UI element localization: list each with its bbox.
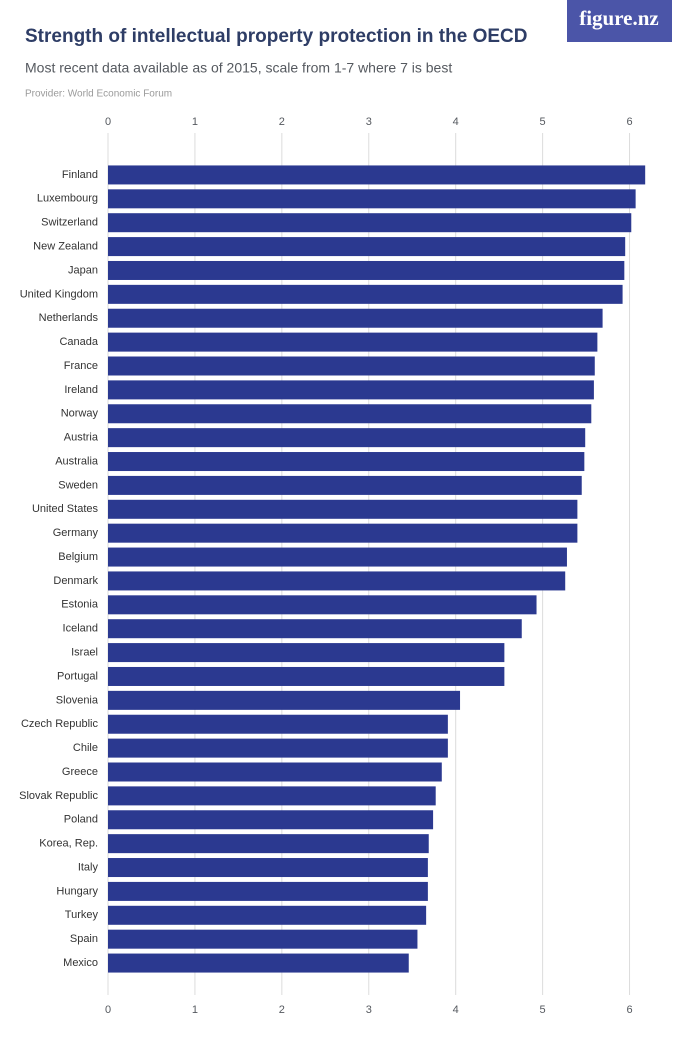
bar <box>108 380 594 400</box>
x-tick-label: 4 <box>453 116 459 128</box>
y-tick-label: United Kingdom <box>20 288 98 300</box>
bar <box>108 786 436 806</box>
bar <box>108 619 522 639</box>
y-tick-label: Estonia <box>61 599 99 611</box>
y-tick-label: Czech Republic <box>21 718 99 730</box>
y-tick-label: Iceland <box>63 623 98 635</box>
bar <box>108 260 625 280</box>
y-tick-label: Korea, Rep. <box>39 838 98 850</box>
bar <box>108 165 646 185</box>
bar <box>108 189 636 209</box>
bar <box>108 953 409 973</box>
x-tick-label: 1 <box>192 116 198 128</box>
bar <box>108 428 586 448</box>
x-tick-label: 4 <box>453 1004 459 1016</box>
bar <box>108 332 598 352</box>
bar <box>108 404 592 424</box>
bar <box>108 308 603 328</box>
bar <box>108 666 505 686</box>
y-tick-label: Australia <box>55 455 99 467</box>
y-tick-label: Netherlands <box>39 312 99 324</box>
y-tick-label: New Zealand <box>33 240 98 252</box>
y-tick-label: Denmark <box>53 575 98 587</box>
y-tick-label: Switzerland <box>41 217 98 229</box>
x-tick-label: 2 <box>279 116 285 128</box>
bar <box>108 547 567 567</box>
x-tick-label: 6 <box>626 1004 632 1016</box>
y-tick-label: Poland <box>64 814 98 826</box>
bar <box>108 738 448 758</box>
y-tick-label: Japan <box>68 264 98 276</box>
bar <box>108 237 626 257</box>
bar <box>108 690 461 710</box>
x-tick-label: 0 <box>105 1004 111 1016</box>
bar <box>108 643 505 663</box>
x-tick-label: 5 <box>540 116 546 128</box>
bar <box>108 834 429 854</box>
x-tick-label: 3 <box>366 1004 372 1016</box>
x-tick-label: 3 <box>366 116 372 128</box>
bar <box>108 523 578 543</box>
y-tick-label: Chile <box>73 742 98 754</box>
provider: Provider: World Economic Forum <box>25 89 172 100</box>
x-tick-label: 2 <box>279 1004 285 1016</box>
y-tick-label: Belgium <box>58 551 98 563</box>
bar <box>108 595 537 615</box>
bar <box>108 929 418 949</box>
y-tick-label: Greece <box>62 766 98 778</box>
bar <box>108 858 428 878</box>
x-tick-label: 6 <box>626 116 632 128</box>
x-tick-label: 0 <box>105 116 111 128</box>
logo: figure.nz <box>579 6 659 30</box>
y-tick-label: Germany <box>53 527 99 539</box>
y-tick-label: Sweden <box>58 479 98 491</box>
bar <box>108 571 566 591</box>
bar <box>108 762 442 782</box>
y-tick-label: Austria <box>64 432 99 444</box>
logo-box <box>567 0 672 42</box>
y-tick-label: Luxembourg <box>37 193 98 205</box>
bar <box>108 356 595 376</box>
bar <box>108 213 632 233</box>
y-tick-label: Portugal <box>57 670 98 682</box>
y-tick-label: United States <box>32 503 99 515</box>
chart-subtitle: Most recent data available as of 2015, s… <box>25 60 452 76</box>
y-tick-label: Israel <box>71 646 98 658</box>
bar <box>108 475 582 495</box>
y-tick-label: Finland <box>62 169 98 181</box>
y-tick-label: Spain <box>70 933 98 945</box>
y-tick-label: Norway <box>61 408 99 420</box>
bar <box>108 714 448 734</box>
chart-title: Strength of intellectual property protec… <box>25 26 527 47</box>
x-tick-label: 5 <box>540 1004 546 1016</box>
y-tick-label: Slovak Republic <box>19 790 98 802</box>
bar <box>108 881 428 901</box>
bar <box>108 499 578 519</box>
bar <box>108 810 434 830</box>
y-tick-label: Turkey <box>65 909 99 921</box>
y-tick-label: Slovenia <box>56 694 99 706</box>
x-tick-label: 1 <box>192 1004 198 1016</box>
y-tick-label: Mexico <box>63 957 98 969</box>
y-tick-label: Canada <box>59 336 98 348</box>
bar <box>108 905 427 925</box>
bar <box>108 452 585 472</box>
y-tick-label: Italy <box>78 861 99 873</box>
bar <box>108 284 623 304</box>
y-tick-label: Hungary <box>56 885 98 897</box>
y-tick-label: France <box>64 360 98 372</box>
y-tick-label: Ireland <box>64 384 98 396</box>
